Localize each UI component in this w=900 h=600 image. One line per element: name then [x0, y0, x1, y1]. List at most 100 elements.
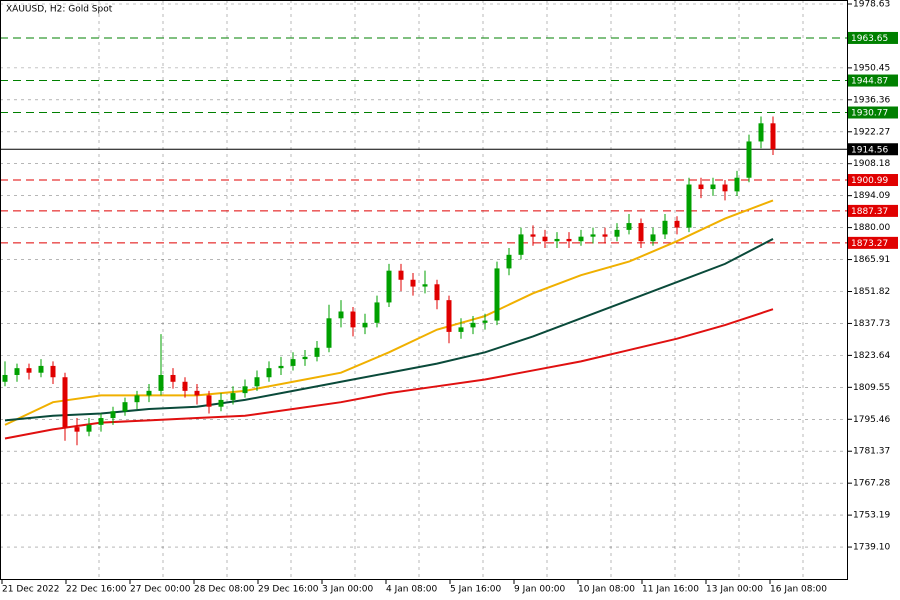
x-tick-label: 29 Dec 16:00	[258, 585, 319, 595]
y-tick-label: 1809.55	[853, 383, 890, 393]
candle-body	[422, 284, 428, 287]
x-tick-label: 22 Dec 16:00	[66, 585, 127, 595]
candle-body	[602, 234, 608, 237]
candle-body	[350, 311, 356, 328]
candle-body	[62, 377, 68, 428]
y-tick-label: 1851.82	[853, 287, 890, 297]
candle-body	[86, 424, 92, 432]
candle-body	[50, 365, 56, 378]
y-tick-label: 1922.27	[853, 127, 890, 137]
price-level-tag	[848, 143, 898, 156]
candle-body	[278, 365, 284, 369]
candle-body	[530, 234, 536, 237]
candle-body	[170, 374, 176, 382]
price-level-tag	[848, 74, 898, 87]
plot-frame	[0, 0, 848, 580]
candle-body	[674, 220, 680, 228]
candle-body	[458, 327, 464, 332]
x-tick-label: 10 Jan 08:00	[578, 585, 635, 595]
candle-body	[242, 386, 248, 394]
y-tick-label: 1894.09	[853, 191, 890, 201]
x-tick-label: 28 Dec 08:00	[194, 585, 255, 595]
candle-body	[626, 223, 632, 230]
candle-body	[746, 141, 752, 178]
candle-body	[98, 418, 104, 425]
candle-body	[590, 234, 596, 237]
candle-body	[434, 284, 440, 301]
candle-body	[710, 184, 716, 190]
moving-average	[4, 308, 774, 440]
y-tick-label: 1908.18	[853, 159, 890, 169]
candle-body	[302, 356, 308, 360]
y-tick-label: 1865.91	[853, 255, 890, 265]
y-tick-label: 1936.36	[853, 95, 890, 105]
price-level-label: 1914.56	[851, 145, 888, 155]
candle-body	[614, 229, 620, 237]
candle-body	[638, 223, 644, 242]
x-tick-label: 9 Jan 00:00	[514, 585, 566, 595]
y-tick-label: 1823.64	[853, 351, 890, 361]
candle-body	[758, 123, 764, 142]
candle-body	[182, 381, 188, 391]
x-tick-label: 21 Dec 2022	[2, 585, 60, 595]
candle-body	[518, 234, 524, 255]
candle-body	[134, 395, 140, 403]
price-level-tag	[848, 174, 898, 187]
price-level-label: 1944.87	[851, 77, 888, 87]
price-level-label: 1900.99	[851, 176, 888, 186]
chart-title: XAUUSD, H2: Gold Spot	[6, 5, 113, 15]
candle-body	[686, 184, 692, 228]
candle-body	[230, 393, 236, 400]
y-tick-label: 1767.28	[853, 479, 890, 489]
candle-body	[722, 184, 728, 192]
price-level-tag	[848, 236, 898, 249]
candle-body	[338, 311, 344, 319]
price-level-label: 1930.77	[851, 108, 888, 118]
x-tick-label: 5 Jan 16:00	[450, 585, 502, 595]
candle-body	[14, 368, 20, 375]
candle-body	[542, 236, 548, 242]
price-level-tag	[848, 106, 898, 119]
candle-body	[206, 395, 212, 407]
candle-body	[26, 368, 32, 373]
candle-body	[386, 270, 392, 303]
y-tick-label: 1781.37	[853, 447, 890, 457]
candle-body	[554, 238, 560, 242]
candle-body	[446, 300, 452, 332]
candle-body	[494, 268, 500, 321]
price-level-tag	[848, 31, 898, 44]
candle-body	[362, 322, 368, 328]
candle-body	[650, 234, 656, 242]
price-level-label: 1887.37	[851, 207, 888, 217]
x-tick-label: 11 Jan 16:00	[642, 585, 699, 595]
y-tick-label: 1795.46	[853, 415, 890, 425]
candle-body	[218, 399, 224, 407]
candle-body	[482, 320, 488, 323]
moving-average	[4, 199, 774, 426]
levels	[0, 37, 848, 244]
candle-body	[290, 359, 296, 366]
candle-body	[662, 220, 668, 235]
candle-body	[326, 318, 332, 348]
price-level-label: 1963.65	[851, 34, 888, 44]
candle-body	[2, 374, 8, 382]
x-tick-label: 16 Jan 08:00	[770, 585, 827, 595]
candle-body	[374, 302, 380, 323]
candle-body	[194, 390, 200, 396]
candle-body	[578, 236, 584, 242]
y-tick-label: 1880.00	[853, 223, 890, 233]
candle-body	[122, 402, 128, 412]
candle-body	[146, 390, 152, 396]
candle-body	[506, 254, 512, 269]
grid	[0, 0, 848, 580]
candle-body	[38, 365, 44, 373]
x-tick-label: 3 Jan 00:00	[322, 585, 374, 595]
candle-body	[770, 123, 776, 150]
candle-body	[470, 322, 476, 328]
candle-body	[266, 368, 272, 378]
moving-average	[4, 238, 774, 422]
candle-body	[566, 238, 572, 242]
y-tick-label: 1950.45	[853, 63, 890, 73]
